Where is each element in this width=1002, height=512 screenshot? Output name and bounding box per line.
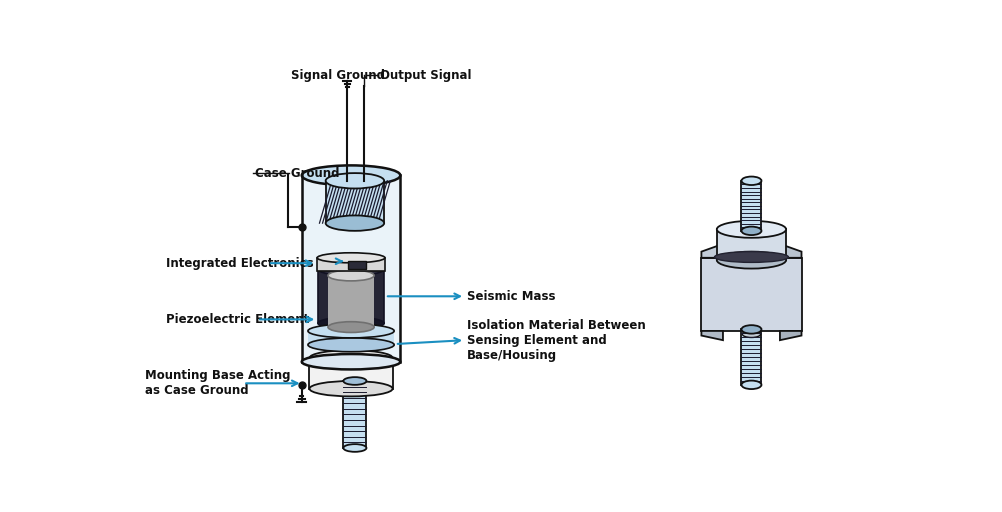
Ellipse shape [716,251,787,269]
FancyBboxPatch shape [348,261,367,269]
Text: Case Ground: Case Ground [255,166,340,180]
FancyBboxPatch shape [344,381,367,448]
Text: Mounting Base Acting
as Case Ground: Mounting Base Acting as Case Ground [144,369,291,397]
Ellipse shape [344,377,367,385]
Ellipse shape [328,270,374,281]
FancyBboxPatch shape [302,176,401,362]
Polygon shape [780,244,802,258]
Ellipse shape [741,177,762,185]
FancyBboxPatch shape [328,275,374,327]
Ellipse shape [302,354,401,370]
Text: Seismic Mass: Seismic Mass [467,290,555,303]
Ellipse shape [344,444,367,452]
FancyBboxPatch shape [741,329,762,385]
FancyBboxPatch shape [310,358,393,389]
Ellipse shape [318,253,385,263]
Ellipse shape [310,381,393,396]
Ellipse shape [318,263,384,275]
Ellipse shape [302,165,401,185]
Ellipse shape [714,251,789,263]
FancyBboxPatch shape [716,229,787,260]
Ellipse shape [310,350,393,366]
Ellipse shape [741,227,762,235]
FancyBboxPatch shape [701,258,802,331]
Text: Integrated Electronics: Integrated Electronics [166,257,314,270]
Text: Isolation Material Between
Sensing Element and
Base/Housing: Isolation Material Between Sensing Eleme… [467,318,645,361]
Ellipse shape [742,331,761,337]
Polygon shape [701,331,723,340]
Text: Signal Ground: Signal Ground [291,69,385,82]
Ellipse shape [716,221,787,238]
FancyBboxPatch shape [318,258,385,271]
Text: Piezoelectric Element: Piezoelectric Element [166,313,310,326]
Text: Output Signal: Output Signal [380,69,471,82]
FancyBboxPatch shape [741,181,762,231]
Ellipse shape [326,216,384,231]
Ellipse shape [326,173,384,188]
Polygon shape [780,331,802,340]
FancyBboxPatch shape [326,181,384,223]
Ellipse shape [308,324,394,338]
Ellipse shape [328,322,374,332]
FancyBboxPatch shape [318,269,384,323]
Ellipse shape [741,325,762,334]
Polygon shape [701,244,723,258]
FancyBboxPatch shape [308,331,394,345]
Ellipse shape [308,338,394,352]
Polygon shape [723,234,780,258]
Ellipse shape [318,317,384,329]
Ellipse shape [741,380,762,389]
